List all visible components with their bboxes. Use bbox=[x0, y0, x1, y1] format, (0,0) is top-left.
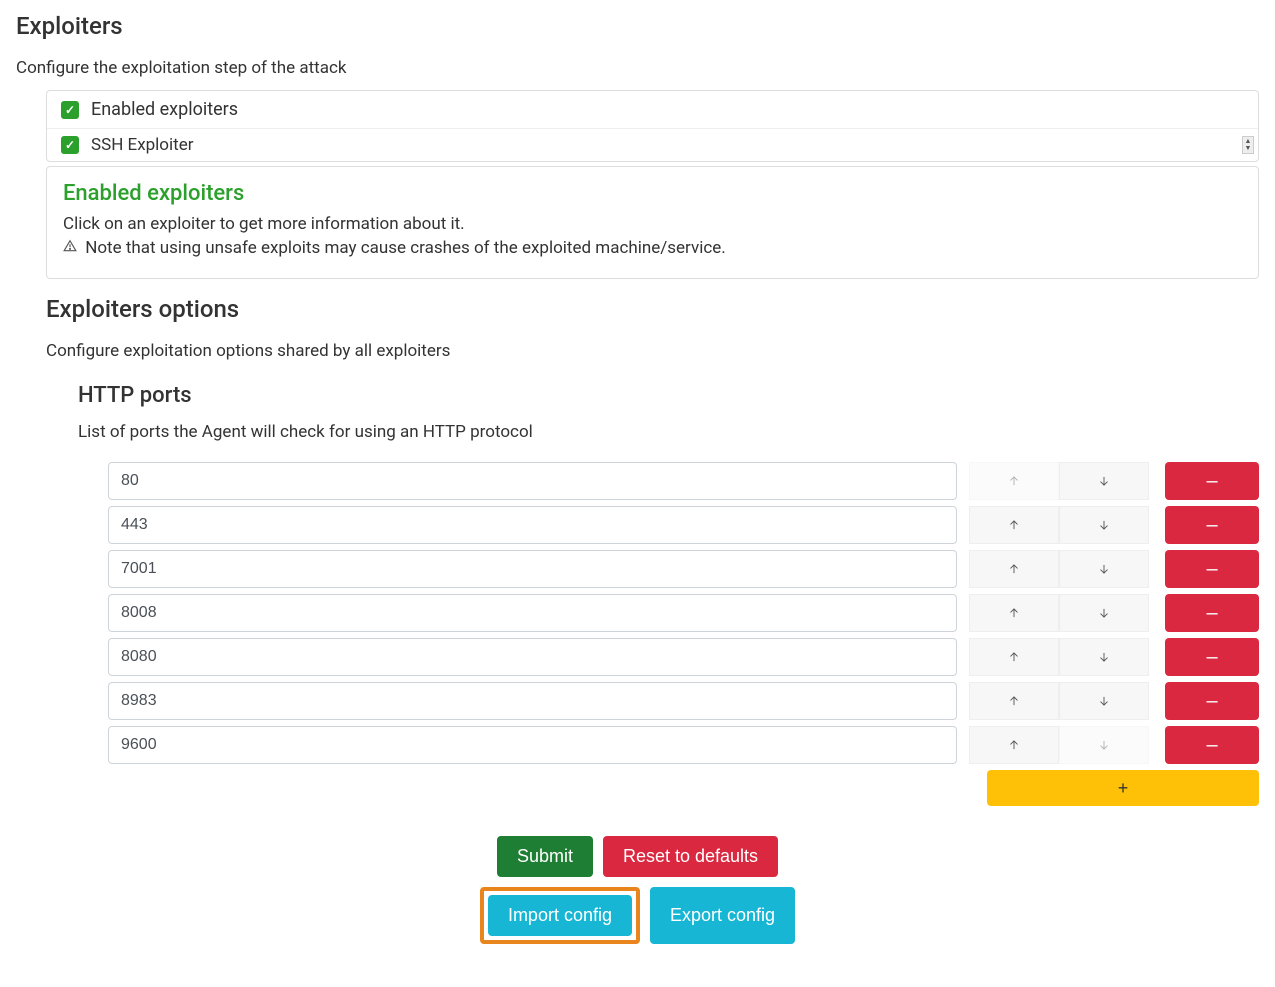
enabled-exploiters-label: Enabled exploiters bbox=[91, 99, 238, 120]
remove-port-button[interactable]: – bbox=[1165, 726, 1259, 764]
port-row: – bbox=[108, 506, 1259, 544]
http-ports-list: – – – – – – – + bbox=[108, 462, 1259, 806]
move-up-button[interactable] bbox=[969, 550, 1059, 588]
warning-icon bbox=[63, 238, 77, 258]
port-controls bbox=[969, 726, 1149, 764]
move-down-button bbox=[1059, 726, 1149, 764]
port-input[interactable] bbox=[108, 594, 957, 632]
remove-port-button[interactable]: – bbox=[1165, 506, 1259, 544]
port-row: – bbox=[108, 638, 1259, 676]
port-controls bbox=[969, 506, 1149, 544]
move-up-button[interactable] bbox=[969, 682, 1059, 720]
port-controls bbox=[969, 638, 1149, 676]
port-row: – bbox=[108, 550, 1259, 588]
remove-port-button[interactable]: – bbox=[1165, 462, 1259, 500]
port-input[interactable] bbox=[108, 462, 957, 500]
port-input[interactable] bbox=[108, 638, 957, 676]
move-up-button[interactable] bbox=[969, 506, 1059, 544]
checkbox-checked-icon[interactable]: ✓ bbox=[61, 101, 79, 119]
port-input[interactable] bbox=[108, 682, 957, 720]
remove-port-button[interactable]: – bbox=[1165, 638, 1259, 676]
action-buttons: Submit Reset to defaults Import config E… bbox=[16, 836, 1259, 944]
port-controls bbox=[969, 550, 1149, 588]
move-up-button[interactable] bbox=[969, 594, 1059, 632]
info-warning: Note that using unsafe exploits may caus… bbox=[63, 238, 1242, 258]
info-warning-text: Note that using unsafe exploits may caus… bbox=[85, 238, 726, 258]
port-row: – bbox=[108, 682, 1259, 720]
exploiters-info-card: Enabled exploiters Click on an exploiter… bbox=[46, 166, 1259, 279]
sort-handle-icon[interactable]: ▲▼ bbox=[1242, 136, 1254, 154]
export-config-button[interactable]: Export config bbox=[650, 887, 795, 944]
import-highlight: Import config bbox=[480, 887, 640, 944]
import-config-button[interactable]: Import config bbox=[488, 895, 632, 936]
port-input[interactable] bbox=[108, 550, 957, 588]
remove-port-button[interactable]: – bbox=[1165, 682, 1259, 720]
move-down-button[interactable] bbox=[1059, 506, 1149, 544]
port-row: – bbox=[108, 594, 1259, 632]
options-title: Exploiters options bbox=[46, 295, 1259, 323]
move-down-button[interactable] bbox=[1059, 682, 1149, 720]
port-controls bbox=[969, 462, 1149, 500]
move-down-button[interactable] bbox=[1059, 550, 1149, 588]
move-down-button[interactable] bbox=[1059, 638, 1149, 676]
options-description: Configure exploitation options shared by… bbox=[46, 341, 1259, 361]
exploiters-card: ✓ Enabled exploiters ✓ SSH Exploiter ▲▼ bbox=[46, 90, 1259, 162]
exploiter-row[interactable]: ✓ SSH Exploiter ▲▼ bbox=[47, 129, 1258, 161]
port-row: – bbox=[108, 726, 1259, 764]
remove-port-button[interactable]: – bbox=[1165, 550, 1259, 588]
move-down-button[interactable] bbox=[1059, 462, 1149, 500]
move-down-button[interactable] bbox=[1059, 594, 1149, 632]
info-title: Enabled exploiters bbox=[63, 181, 1242, 206]
http-ports-title: HTTP ports bbox=[78, 383, 1259, 408]
port-input[interactable] bbox=[108, 506, 957, 544]
info-line: Click on an exploiter to get more inform… bbox=[63, 214, 1242, 234]
port-input[interactable] bbox=[108, 726, 957, 764]
move-up-button[interactable] bbox=[969, 638, 1059, 676]
exploiters-description: Configure the exploitation step of the a… bbox=[16, 58, 1259, 78]
add-port-button[interactable]: + bbox=[987, 770, 1259, 806]
port-controls bbox=[969, 682, 1149, 720]
exploiters-title: Exploiters bbox=[16, 12, 1259, 40]
move-up-button[interactable] bbox=[969, 726, 1059, 764]
port-row: – bbox=[108, 462, 1259, 500]
submit-button[interactable]: Submit bbox=[497, 836, 593, 877]
exploiter-label: SSH Exploiter bbox=[91, 135, 193, 155]
exploiters-card-header[interactable]: ✓ Enabled exploiters bbox=[47, 91, 1258, 129]
remove-port-button[interactable]: – bbox=[1165, 594, 1259, 632]
reset-button[interactable]: Reset to defaults bbox=[603, 836, 778, 877]
checkbox-checked-icon[interactable]: ✓ bbox=[61, 136, 79, 154]
move-up-button bbox=[969, 462, 1059, 500]
http-ports-description: List of ports the Agent will check for u… bbox=[78, 422, 1259, 442]
port-controls bbox=[969, 594, 1149, 632]
add-port-row: + bbox=[108, 770, 1259, 806]
